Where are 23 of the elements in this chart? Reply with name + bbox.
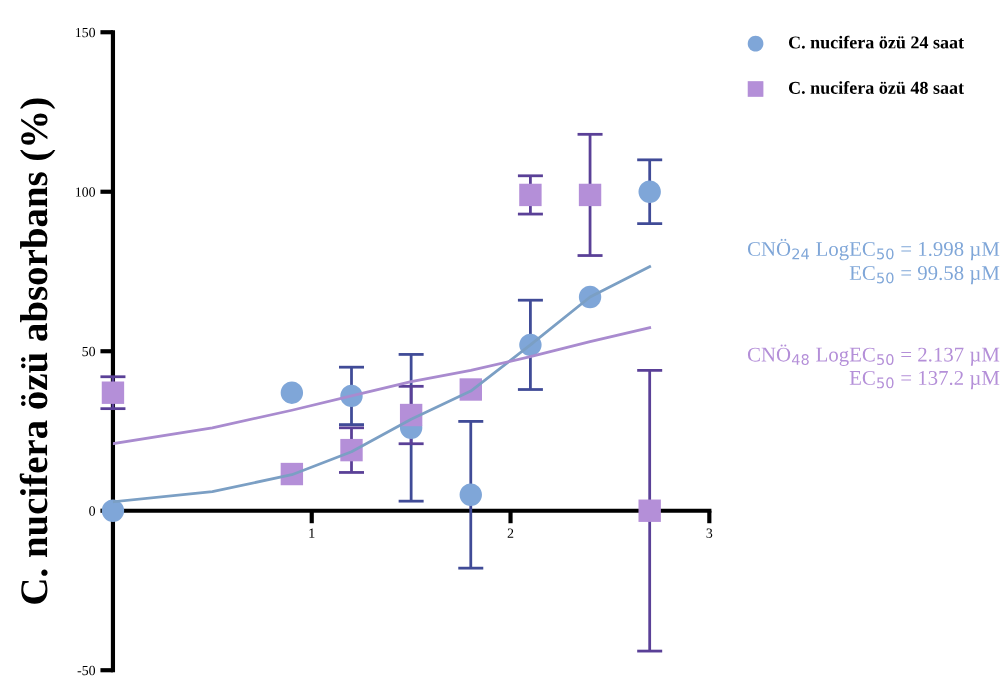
line-series — [112, 326, 652, 446]
point — [280, 381, 304, 404]
y-tick-label: 50 — [82, 346, 96, 357]
text: EC$_{50}$ = 99.58 µM — [849, 265, 1000, 285]
text: CNÖ$_{48}$ LogEC$_{50}$ = 2.137 µM — [747, 344, 1000, 366]
y-axis-title: C. nucifera özü absorbans (%) — [19, 98, 56, 604]
point — [638, 499, 661, 522]
point — [101, 381, 125, 404]
x-tick-label: 2 — [507, 528, 514, 538]
x-tick-label: 3 — [706, 528, 713, 538]
point — [459, 483, 482, 506]
y-tick-label: -50 — [77, 665, 96, 676]
y-tick-label: 0 — [89, 506, 96, 516]
y-tick-label: 150 — [75, 27, 96, 38]
point — [519, 183, 542, 207]
point — [578, 183, 602, 207]
y-tick-label: 100 — [75, 187, 96, 197]
text: EC$_{50}$ = 137.2 µM — [849, 370, 1000, 390]
point — [638, 180, 661, 203]
legend-label: C. nucifera özü 48 saat — [788, 81, 964, 94]
legend-label: C. nucifera özü 24 saat — [788, 35, 964, 49]
text: CNÖ$_{24}$ LogEC$_{50}$ = 1.998 µM — [747, 238, 1000, 261]
x-tick-label: 1 — [309, 528, 315, 538]
